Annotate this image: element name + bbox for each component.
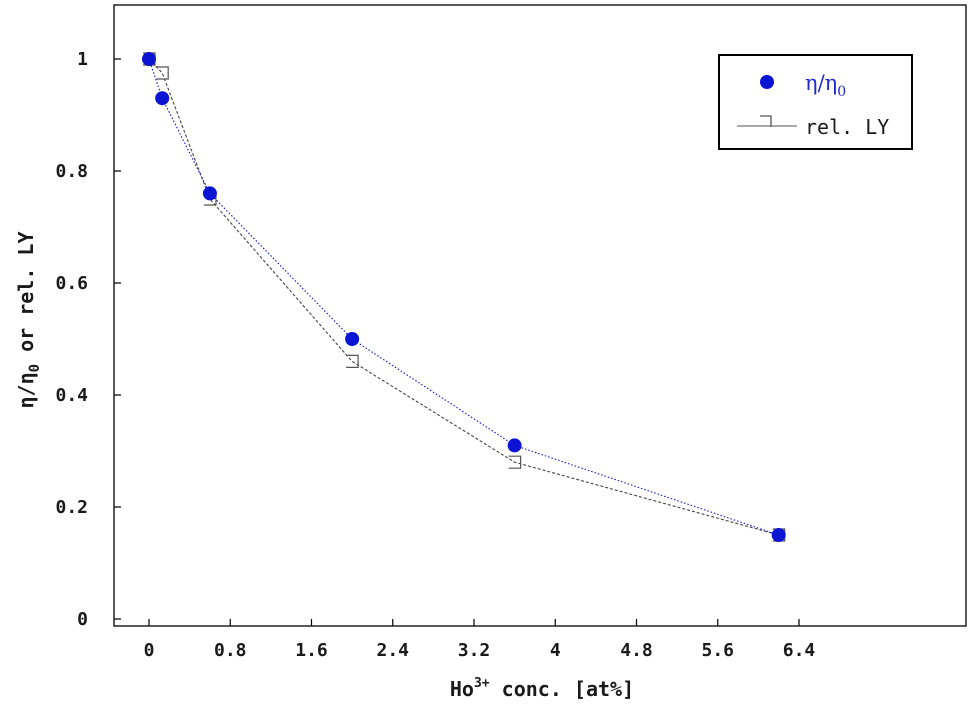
y-tick-label: 0 [77, 609, 88, 630]
plot-frame [113, 4, 967, 627]
x-tick-label: 6.4 [783, 640, 816, 661]
legend-marker-ly [760, 115, 772, 127]
data-point-rel-ly [508, 455, 522, 469]
data-point-eta [142, 52, 156, 66]
y-tick-label: 0.4 [55, 385, 88, 406]
y-axis-ticks: 0 0.2 0.4 0.6 0.8 1 [55, 49, 121, 630]
legend-marker-eta [760, 75, 774, 89]
data-point-eta [507, 438, 522, 453]
y-axis-title: η/η0 or rel. LY [14, 231, 43, 408]
x-tick-label: 2.4 [376, 640, 409, 661]
x-axis-ticks: 0 0.8 1.6 2.4 3.2 4 4.8 5.6 6.4 [144, 619, 816, 661]
y-tick-label: 1 [77, 49, 88, 70]
data-point-rel-ly [156, 66, 169, 80]
x-tick-label: 4.8 [620, 640, 653, 661]
legend-label-eta: η/η0 [805, 71, 846, 100]
x-tick-label: 4 [550, 640, 561, 661]
series-line-rel-ly [148, 58, 779, 536]
data-point-rel-ly [346, 354, 359, 368]
legend: η/η0 rel. LY [718, 54, 913, 150]
x-tick-label: 0 [144, 640, 155, 661]
y-tick-label: 0.6 [55, 273, 88, 294]
x-tick-label: 5.6 [701, 640, 734, 661]
legend-box [718, 54, 913, 150]
data-point-eta [345, 332, 360, 346]
data-point-eta [202, 186, 217, 201]
data-point-eta [155, 91, 170, 106]
x-tick-label: 3.2 [458, 640, 491, 661]
data-point-eta [771, 528, 786, 542]
series-layer [142, 52, 786, 542]
series-line-eta [148, 58, 779, 536]
y-tick-label: 0.8 [55, 161, 88, 182]
x-tick-label: 0.8 [214, 640, 247, 661]
legend-label-ly: rel. LY [805, 115, 889, 139]
x-tick-label: 1.6 [295, 640, 328, 661]
x-axis-title: Ho3+ conc. [at%] [450, 676, 634, 701]
y-tick-label: 0.2 [55, 497, 88, 518]
